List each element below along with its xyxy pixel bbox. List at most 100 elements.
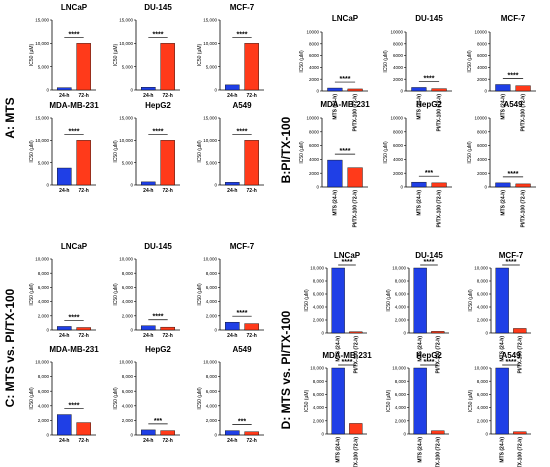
panel-title: DU-145 xyxy=(144,242,172,251)
significance-stars: **** xyxy=(69,314,80,321)
x-tick-label: PI/TX-100 (72-h) xyxy=(353,437,359,467)
y-tick-label: 0 xyxy=(46,183,49,188)
x-tick-label: PI/TX-100 (72-h) xyxy=(353,190,359,228)
bar-first xyxy=(331,267,345,334)
y-axis-label: IC50 (µM) xyxy=(197,283,203,306)
panel-d-a549: A549 0 2,000 4,000 6,000 8,000 10,000 IC50 (µM)… xyxy=(468,351,531,467)
panel-title: MCF-7 xyxy=(501,14,526,23)
panel-a-mda-mb-231: MDA-MB-231 0 5,000 10,000 15,000 IC50 (µM) 24-… xyxy=(29,101,99,194)
significance-stars: **** xyxy=(153,31,164,38)
panel-b-mcf-7: MCF-7 0 2000 4000 6000 8000 10000 IC50 (µM) MTS … xyxy=(467,14,536,132)
y-tick-label: 8000 xyxy=(393,129,404,134)
y-tick-label: 2,000 xyxy=(38,313,50,318)
y-tick-label: 8,000 xyxy=(395,379,407,384)
panel-c-a549: A549 0 2,000 4,000 6,000 8,000 10,000 IC50 (µM)… xyxy=(197,345,264,444)
y-tick-label: 8,000 xyxy=(477,279,489,284)
panel-title: A549 xyxy=(501,351,521,360)
x-tick-label: MTS (24-h) xyxy=(418,336,424,362)
significance-stars: **** xyxy=(342,359,353,366)
y-tick-label: 15,000 xyxy=(119,18,133,23)
y-axis-label: IC50 (µM) xyxy=(29,140,35,163)
x-tick-label: PI/TX-100 (72-h) xyxy=(521,190,527,228)
x-tick-label: 24-h xyxy=(227,188,237,194)
y-tick-label: 2,000 xyxy=(206,313,218,318)
y-tick-label: 6000 xyxy=(309,143,320,148)
y-tick-label: 2,000 xyxy=(477,418,489,423)
panel-d-hepg2: HepG2 0 2,000 4,000 6,000 8,000 10,000 IC50 (µM… xyxy=(386,351,449,467)
x-tick-label: 24-h xyxy=(143,188,153,194)
y-tick-label: 10,000 xyxy=(203,138,217,143)
y-axis-label: IC50 (µM) xyxy=(299,50,305,73)
y-tick-label: 10,000 xyxy=(119,138,133,143)
bar-first xyxy=(495,267,509,334)
bar-second xyxy=(431,182,447,188)
x-tick-label: 24-h xyxy=(59,93,69,99)
panel-title: A549 xyxy=(503,100,523,109)
y-axis-label: IC50 (µM) xyxy=(383,141,389,164)
x-tick-label: 24-h xyxy=(227,93,237,99)
y-tick-label: 2000 xyxy=(309,171,320,176)
panel-c-mda-mb-231: MDA-MB-231 0 2,000 4,000 6,000 8,000 10,000 IC5… xyxy=(29,345,99,444)
significance-stars: **** xyxy=(424,75,435,82)
y-tick-label: 6,000 xyxy=(395,392,407,397)
x-tick-label: PI/TX-100 (72-h) xyxy=(517,437,523,467)
section-label-b: B:PI/TX-100 xyxy=(279,116,293,183)
panel-title: HepG2 xyxy=(145,345,171,354)
y-tick-label: 2,000 xyxy=(122,313,134,318)
y-tick-label: 6,000 xyxy=(38,285,50,290)
panel-b-lncap: LNCaP 0 2000 4000 6000 8000 10000 IC50 (µM) MTS … xyxy=(299,14,368,132)
significance-stars: **** xyxy=(340,76,351,83)
x-tick-label: MTS (24-h) xyxy=(332,94,338,120)
significance-stars: **** xyxy=(340,148,351,155)
y-tick-label: 10,000 xyxy=(310,266,324,271)
panel-a-mcf-7: MCF-7 0 5,000 10,000 15,000 IC50 (µM) 24-h 72-h… xyxy=(197,3,264,99)
bar-first xyxy=(331,367,345,435)
bar-second xyxy=(431,430,445,435)
significance-stars: **** xyxy=(69,128,80,135)
y-tick-label: 0 xyxy=(316,89,319,94)
y-tick-label: 10,000 xyxy=(203,360,217,365)
y-tick-label: 5,000 xyxy=(206,160,218,165)
bar-second xyxy=(76,140,91,186)
x-tick-label: 72-h xyxy=(247,188,257,194)
y-tick-label: 6000 xyxy=(477,143,488,148)
y-tick-label: 0 xyxy=(321,331,324,336)
y-axis-label: IC50 (µM) xyxy=(386,289,392,312)
x-tick-label: PI/TX-100 (72-h) xyxy=(517,336,523,374)
bar-first xyxy=(57,326,72,331)
y-tick-label: 10000 xyxy=(306,116,319,121)
panel-title: MCF-7 xyxy=(499,251,524,260)
bar-second xyxy=(76,43,91,91)
y-tick-label: 6,000 xyxy=(206,285,218,290)
x-tick-label: 72-h xyxy=(163,188,173,194)
y-tick-label: 6,000 xyxy=(477,292,489,297)
y-tick-label: 6,000 xyxy=(38,389,50,394)
panel-title: HepG2 xyxy=(416,100,442,109)
y-axis-label: IC50 (µM) xyxy=(468,390,474,413)
y-tick-label: 4,000 xyxy=(477,405,489,410)
y-tick-label: 0 xyxy=(484,89,487,94)
y-tick-label: 4,000 xyxy=(313,405,325,410)
bar-second xyxy=(160,326,175,331)
panel-a-a549: A549 0 5,000 10,000 15,000 IC50 (µM) 24-h 72-h *… xyxy=(197,101,264,194)
y-tick-label: 0 xyxy=(403,331,406,336)
y-tick-label: 0 xyxy=(400,185,403,190)
panel-title: MDA-MB-231 xyxy=(322,351,372,360)
y-tick-label: 8000 xyxy=(477,41,488,46)
y-tick-label: 0 xyxy=(403,432,406,437)
bar-second xyxy=(160,430,175,436)
y-tick-label: 4,000 xyxy=(38,403,50,408)
y-tick-label: 8000 xyxy=(309,129,320,134)
y-tick-label: 4,000 xyxy=(313,305,325,310)
y-tick-label: 0 xyxy=(46,88,49,93)
x-tick-label: 24-h xyxy=(143,93,153,99)
panel-title: DU-145 xyxy=(144,3,172,12)
bar-first xyxy=(495,367,509,435)
x-tick-label: 24-h xyxy=(59,333,69,339)
panel-c-du-145: DU-145 0 2,000 4,000 6,000 8,000 10,000 IC50 (µ… xyxy=(113,242,180,339)
x-tick-label: 24-h xyxy=(227,333,237,339)
bar-second xyxy=(349,331,363,334)
bar-second xyxy=(431,88,447,92)
panel-title: LNCaP xyxy=(61,3,88,12)
